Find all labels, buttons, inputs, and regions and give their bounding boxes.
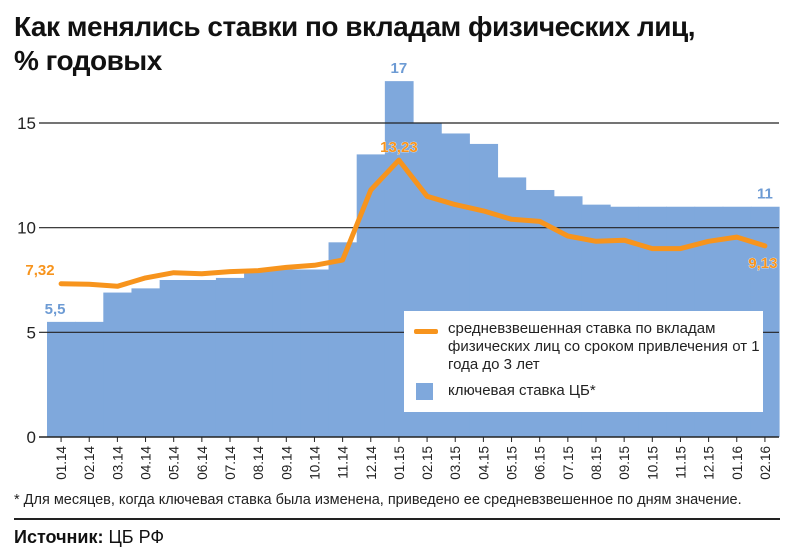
- x-tick-label: 03.14: [110, 446, 125, 480]
- bar: [75, 321, 104, 437]
- bar: [103, 292, 133, 437]
- legend-bar-label: ключевая ставка ЦБ*: [448, 382, 596, 399]
- bar: [47, 321, 76, 437]
- legend: средневзвешенная ставка по вкладам физич…: [404, 311, 763, 412]
- line-value-label: 9,13: [748, 255, 777, 272]
- x-tick-label: 12.15: [702, 446, 717, 480]
- bar: [328, 242, 358, 437]
- x-tick-label: 02.14: [82, 446, 97, 480]
- x-tick-label: 12.14: [364, 446, 379, 480]
- legend-line-swatch: [414, 329, 438, 334]
- x-tick-label: 07.15: [561, 446, 576, 480]
- x-tick-label: 01.16: [730, 446, 745, 480]
- bar: [187, 280, 217, 437]
- footnote: * Для месяцев, когда ключевая ставка был…: [14, 492, 742, 508]
- bar: [356, 154, 386, 437]
- chart-plot: 0 5 10 15 01.14 02.14 03.14 04.14 05.14 06.14 07.…: [17, 60, 780, 480]
- divider: [14, 518, 780, 520]
- x-tick-label: 06.14: [195, 446, 210, 480]
- title-line-1: Как менялись ставки по вкладам физически…: [14, 11, 695, 42]
- source-value: ЦБ РФ: [108, 527, 165, 547]
- bar-value-label: 11: [757, 186, 773, 203]
- title-line-2: % годовых: [14, 45, 162, 76]
- source-label: Источник:: [14, 527, 104, 547]
- x-tick-label: 02.16: [758, 446, 773, 480]
- legend-line-label: средневзвешенная ставка по вкладам физич…: [448, 320, 760, 373]
- x-tick-label: 08.15: [589, 446, 604, 480]
- x-tick-label: 10.15: [645, 446, 660, 480]
- legend-bar-swatch: [416, 383, 433, 400]
- x-tick-label: 10.14: [308, 446, 323, 480]
- bar: [244, 269, 273, 437]
- line-value-label: 7,32: [25, 262, 54, 279]
- bar: [300, 269, 330, 437]
- x-tick-label: 02.15: [420, 446, 435, 480]
- y-tick-label: 0: [27, 428, 36, 447]
- x-tick-label: 05.15: [505, 446, 520, 480]
- x-tick-label: 03.15: [448, 446, 463, 480]
- x-tick-label: 07.14: [223, 446, 238, 480]
- x-tick-label: 11.15: [674, 446, 689, 479]
- x-axis-ticks: 01.14 02.14 03.14 04.14 05.14 06.14 07.14 08.14…: [54, 437, 773, 480]
- y-axis-ticks: 0 5 10 15: [17, 114, 36, 447]
- source-line: Источник: ЦБ РФ: [14, 527, 164, 548]
- y-tick-label: 15: [17, 114, 36, 133]
- data-labels: 5,5 17 11 7,32 13,23 9,13: [25, 60, 778, 318]
- x-tick-label: 09.14: [279, 446, 294, 480]
- bar-value-label: 5,5: [45, 301, 66, 318]
- line-path: [58, 157, 768, 289]
- bar: [272, 269, 301, 437]
- bar: [159, 280, 189, 437]
- x-tick-label: 04.15: [476, 446, 491, 480]
- x-tick-label: 04.14: [139, 446, 154, 480]
- bar: [131, 288, 161, 437]
- line-value-label: 13,23: [380, 139, 418, 156]
- chart-title: Как менялись ставки по вкладам физически…: [14, 10, 794, 78]
- line-series: [58, 157, 768, 289]
- x-tick-label: 08.14: [251, 446, 266, 480]
- x-tick-label: 11.14: [336, 446, 351, 479]
- x-tick-label: 06.15: [533, 446, 548, 480]
- y-tick-label: 5: [27, 323, 36, 342]
- x-tick-label: 01.14: [54, 446, 69, 480]
- y-tick-label: 10: [17, 219, 36, 238]
- x-tick-label: 05.14: [167, 446, 182, 480]
- bar: [215, 277, 245, 437]
- x-tick-label: 09.15: [617, 446, 632, 480]
- x-tick-label: 01.15: [392, 446, 407, 480]
- bar-value-label: 17: [391, 60, 408, 77]
